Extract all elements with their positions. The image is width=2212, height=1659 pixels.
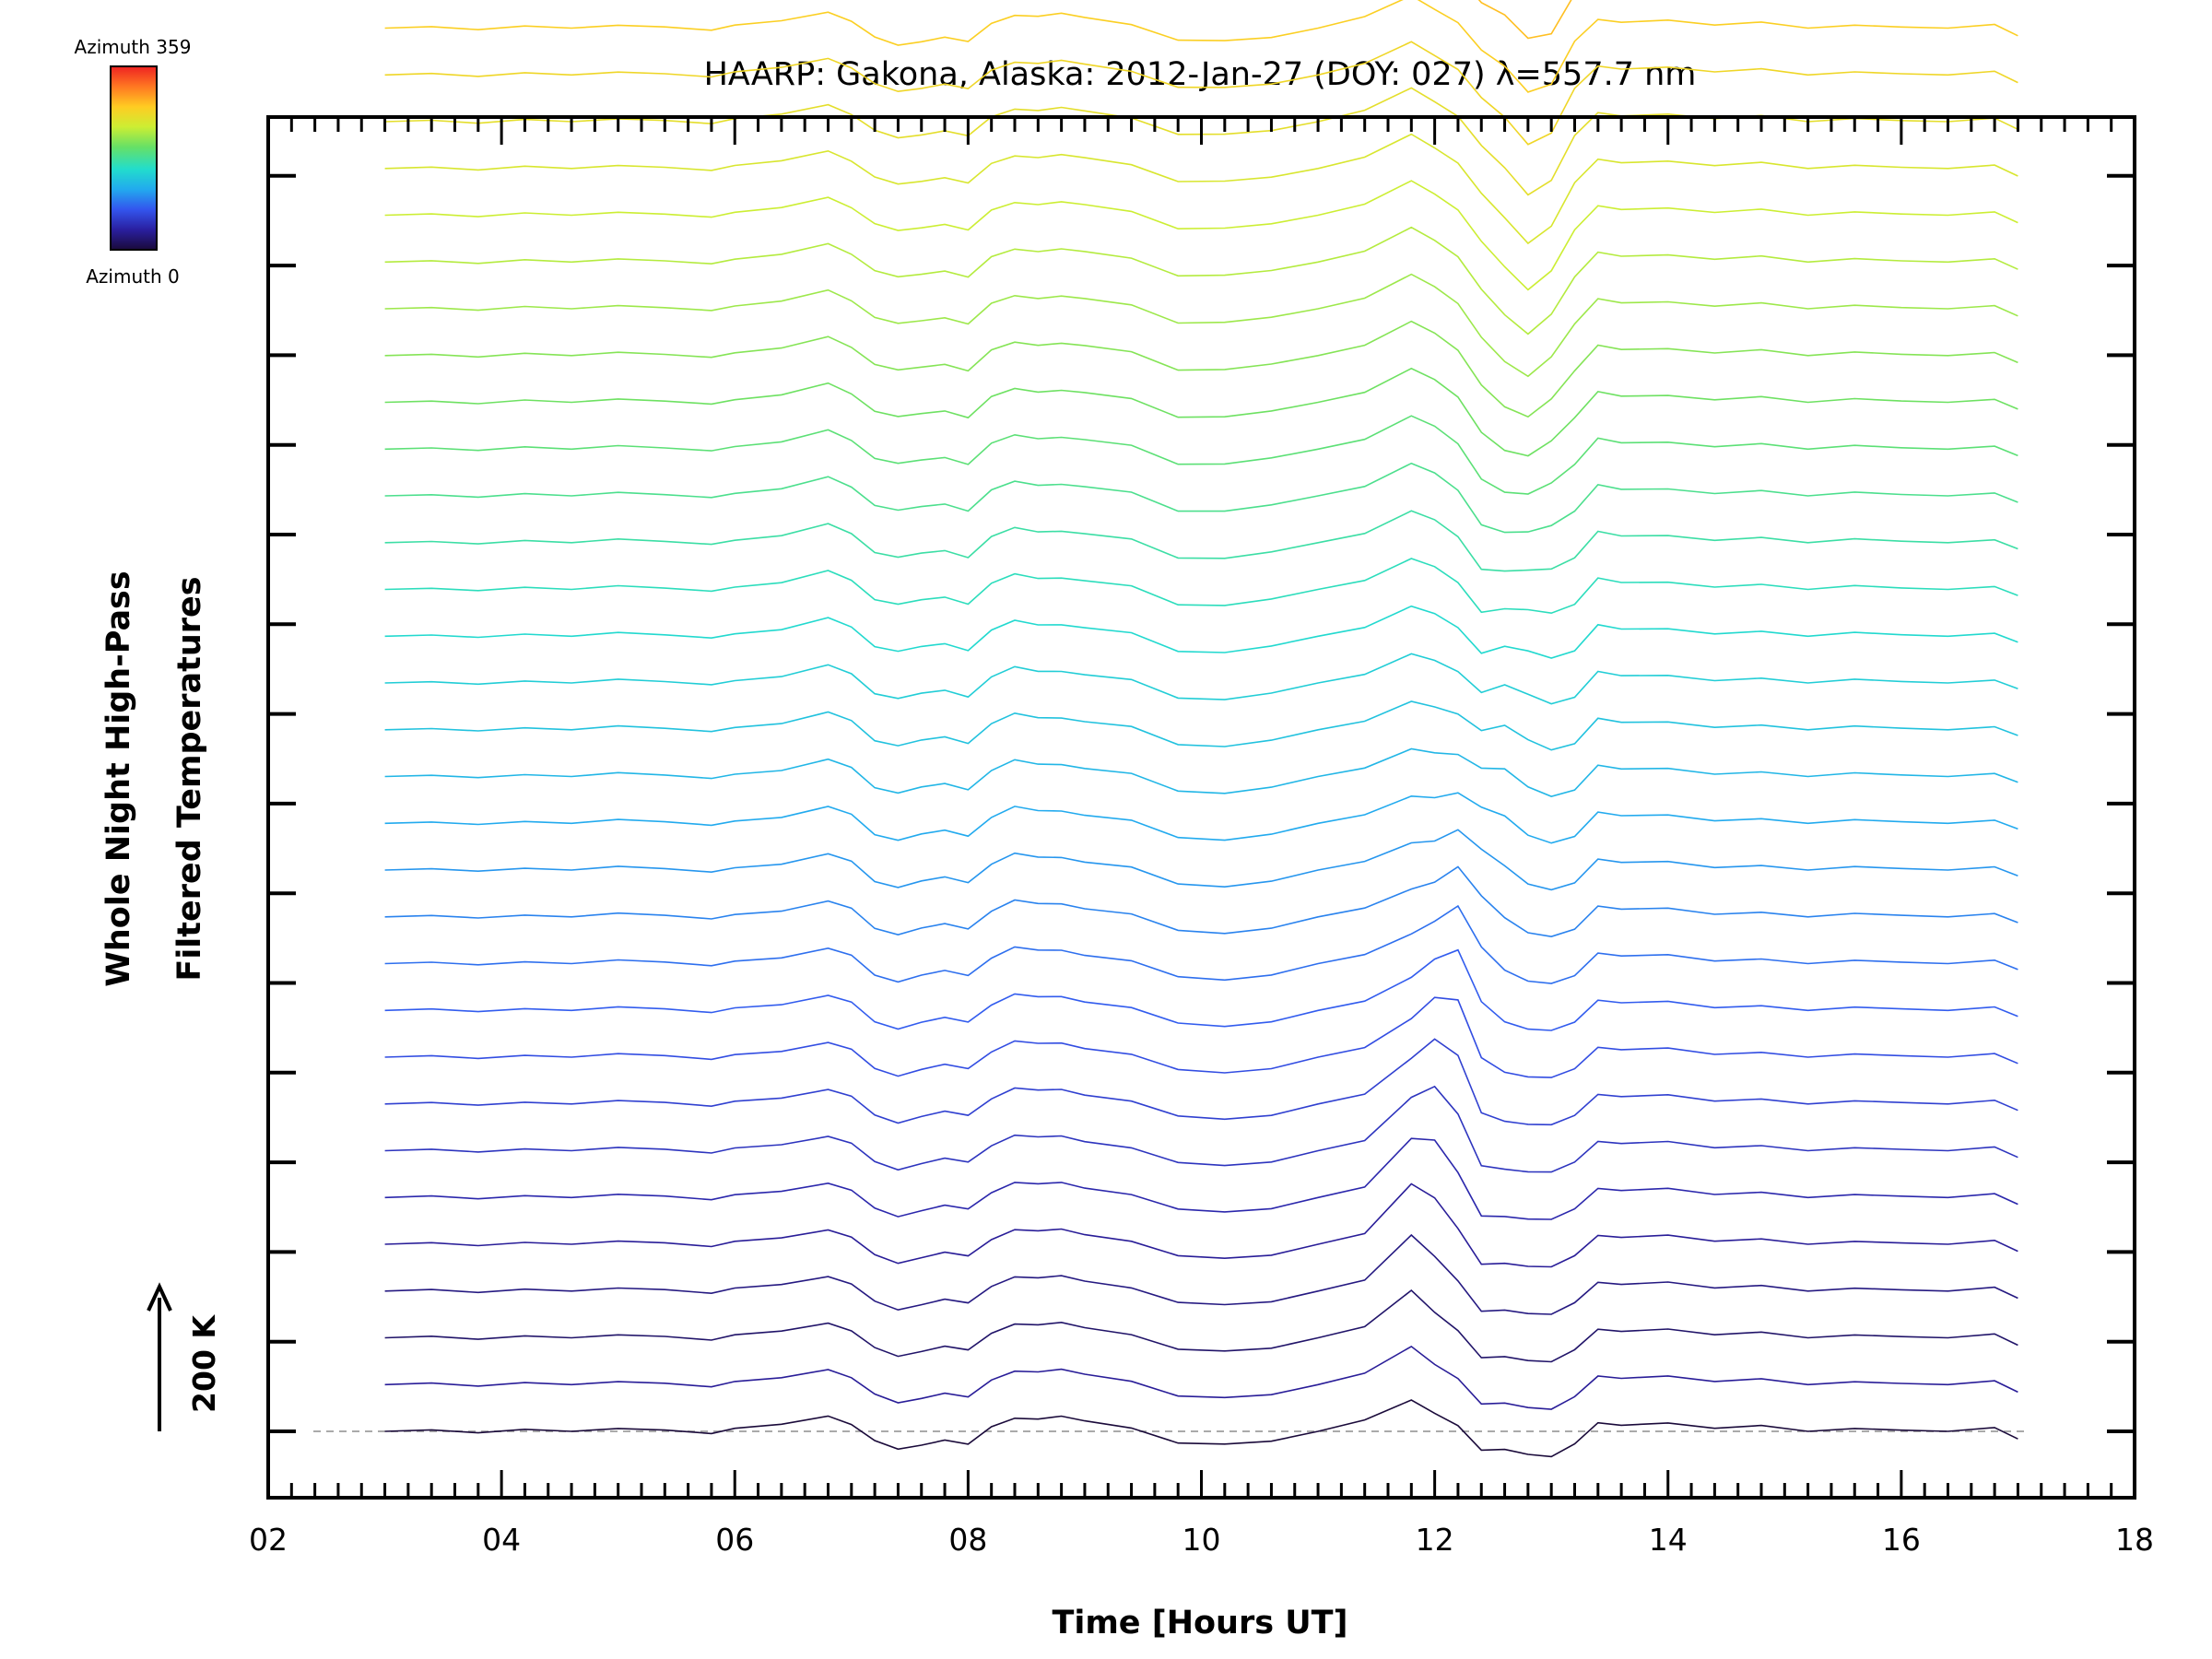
colorbar-top-label: Azimuth 359 (75, 36, 192, 58)
y-axis-label-line1: Whole Night High-Pass (100, 571, 137, 986)
temperature-series-line (384, 996, 2018, 1078)
x-tick-label: 12 (1416, 1522, 1454, 1558)
temperature-series-line (384, 1137, 2018, 1220)
x-tick-label: 04 (482, 1522, 521, 1558)
temperature-series-line (384, 367, 2018, 457)
temperature-series-line (384, 1288, 2018, 1363)
scale-bar-label: 200 K (186, 1314, 222, 1413)
x-tick-labels: 02 04 06 08 10 12 14 16 18 (249, 1522, 2154, 1558)
temperature-series-line (384, 1399, 2018, 1458)
y-axis-label-line2: Filtered Temperatures (171, 576, 208, 981)
x-tick-label: 18 (2115, 1522, 2154, 1558)
temperature-series-line (384, 0, 2018, 93)
temperature-series-line (384, 1233, 2018, 1315)
temperature-series-line (384, 1182, 2018, 1268)
temperature-series-line (384, 829, 2018, 891)
temperature-series-line (384, 948, 2018, 1031)
temperature-series-line (384, 904, 2018, 984)
temperature-series-line (384, 133, 2018, 245)
temperature-series-line (384, 700, 2018, 751)
temperature-series-line (1477, 0, 1572, 40)
temperature-series-line (384, 1345, 2018, 1410)
temperature-series-line (384, 1085, 2018, 1173)
scale-bar-arrowhead (147, 1282, 172, 1312)
temperature-series-line (384, 41, 2018, 146)
x-tick-label: 08 (948, 1522, 987, 1558)
temperature-series-line (384, 558, 2018, 615)
temperature-series-line (384, 792, 2018, 844)
temperature-series-line (384, 462, 2018, 534)
temperature-series-line (384, 415, 2018, 495)
plot-frame (266, 115, 2136, 1500)
temperature-series-line (384, 320, 2018, 418)
temperature-series-line (384, 653, 2018, 705)
x-tick-label: 06 (715, 1522, 754, 1558)
colorbar-bottom-label: Azimuth 0 (86, 265, 180, 288)
temperature-series-line (384, 273, 2018, 378)
temperature-series-line (384, 226, 2018, 335)
series-layer (384, 0, 2018, 1458)
x-tick-label: 10 (1182, 1522, 1221, 1558)
temperature-series-line (384, 747, 2018, 797)
x-axis-label: Time [Hours UT] (1052, 1605, 1347, 1641)
x-tick-label: 02 (249, 1522, 288, 1558)
temperature-series-line (384, 510, 2018, 572)
temperature-series-line (384, 180, 2018, 291)
temperature-series-line (384, 605, 2018, 659)
temperature-series-line (384, 1038, 2018, 1126)
x-tick-label: 16 (1882, 1522, 1921, 1558)
azimuth-colorbar (110, 65, 158, 251)
x-tick-label: 14 (1649, 1522, 1688, 1558)
scale-bar: 200 K (147, 1282, 222, 1431)
ticks-layer (266, 117, 2136, 1498)
temperature-series-line (384, 865, 2018, 938)
